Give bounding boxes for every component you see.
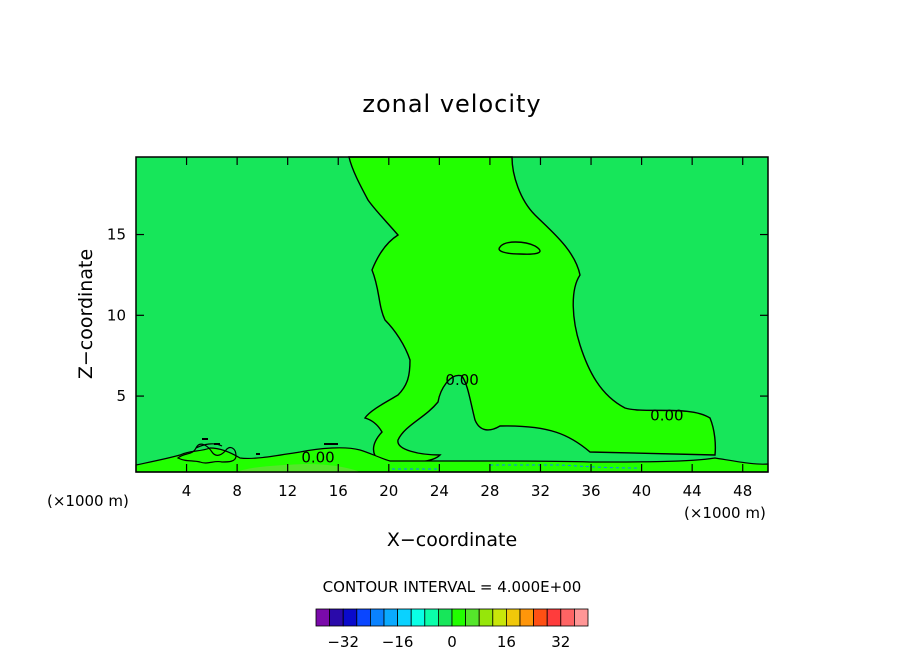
x-tick-label: 4	[182, 482, 192, 500]
x-unit-label-right: (×1000 m)	[684, 504, 766, 522]
colorbar-swatch	[397, 608, 412, 627]
surface-wiggle-contour-2	[195, 443, 223, 449]
small-closed-contour	[498, 241, 541, 255]
colorbar	[315, 608, 589, 627]
colorbar-swatch	[533, 608, 548, 627]
contour-label: 0.00	[650, 406, 683, 424]
colorbar-swatch	[465, 608, 480, 627]
x-tick-label: 32	[531, 482, 550, 500]
x-tick-label: 36	[581, 482, 600, 500]
colorbar-tick-label: −16	[382, 633, 414, 651]
y-tick-label: 10	[107, 306, 126, 324]
x-axis-label: X−coordinate	[387, 529, 517, 551]
contour-label: 0.00	[301, 448, 334, 466]
colorbar-swatch	[410, 608, 426, 627]
y-tick-labels: 5 10 15	[107, 226, 126, 406]
colorbar-swatch	[437, 608, 453, 627]
surface-wiggle-contour	[176, 443, 237, 464]
x-tick-label: 24	[430, 482, 449, 500]
plot-frame	[135, 156, 769, 473]
y-tick-label: 15	[107, 226, 126, 244]
x-tick-label: 40	[632, 482, 651, 500]
colorbar-swatch	[342, 608, 358, 627]
x-tick-label: 44	[683, 482, 702, 500]
colorbar-swatch	[424, 608, 439, 627]
x-tick-label: 16	[329, 482, 348, 500]
x-tick-label: 20	[379, 482, 398, 500]
colorbar-swatch	[478, 608, 494, 627]
colorbar-swatch	[369, 608, 385, 627]
colorbar-swatch	[329, 608, 344, 627]
y-axis-label: Z−coordinate	[75, 249, 97, 379]
plot-area	[135, 156, 769, 473]
colorbar-swatch	[519, 608, 535, 627]
x-tick-label: 48	[733, 482, 752, 500]
x-tick-label: 8	[232, 482, 242, 500]
chart-title: zonal velocity	[362, 90, 541, 118]
x-tick-labels: 4 8 12 16 20 24 28 32 36 40 44 48	[182, 482, 752, 500]
contour-interval-text: CONTOUR INTERVAL = 4.000E+00	[323, 578, 582, 596]
positive-plume-region	[348, 156, 717, 464]
colorbar-tick-label: 32	[551, 633, 570, 651]
colorbar-swatch	[383, 608, 399, 627]
y-tick-label: 5	[116, 387, 126, 405]
x-unit-label-left: (×1000 m)	[47, 492, 129, 510]
colorbar-swatch	[574, 608, 589, 627]
colorbar-tick-label: 0	[447, 633, 457, 651]
contour-label: 0.00	[445, 371, 478, 389]
contour-labels: 0.00 0.00 0.00	[301, 371, 683, 467]
colorbar-swatch	[560, 608, 575, 627]
colorbar-tick-label: 16	[497, 633, 516, 651]
dashed-contour	[392, 464, 641, 470]
near-surface-darker	[237, 464, 360, 472]
colorbar-swatch	[315, 608, 331, 627]
colorbar-tick-label: −32	[327, 633, 359, 651]
colorbar-swatch	[451, 608, 467, 627]
colorbar-swatch	[492, 608, 507, 627]
colorbar-swatch	[546, 608, 562, 627]
axis-ticks	[136, 157, 768, 472]
x-tick-label: 28	[480, 482, 499, 500]
colorbar-swatch	[356, 608, 371, 627]
colorbar-swatch	[505, 608, 521, 627]
x-tick-label: 12	[278, 482, 297, 500]
colorbar-labels: −32 −16 0 16 32	[327, 633, 570, 651]
